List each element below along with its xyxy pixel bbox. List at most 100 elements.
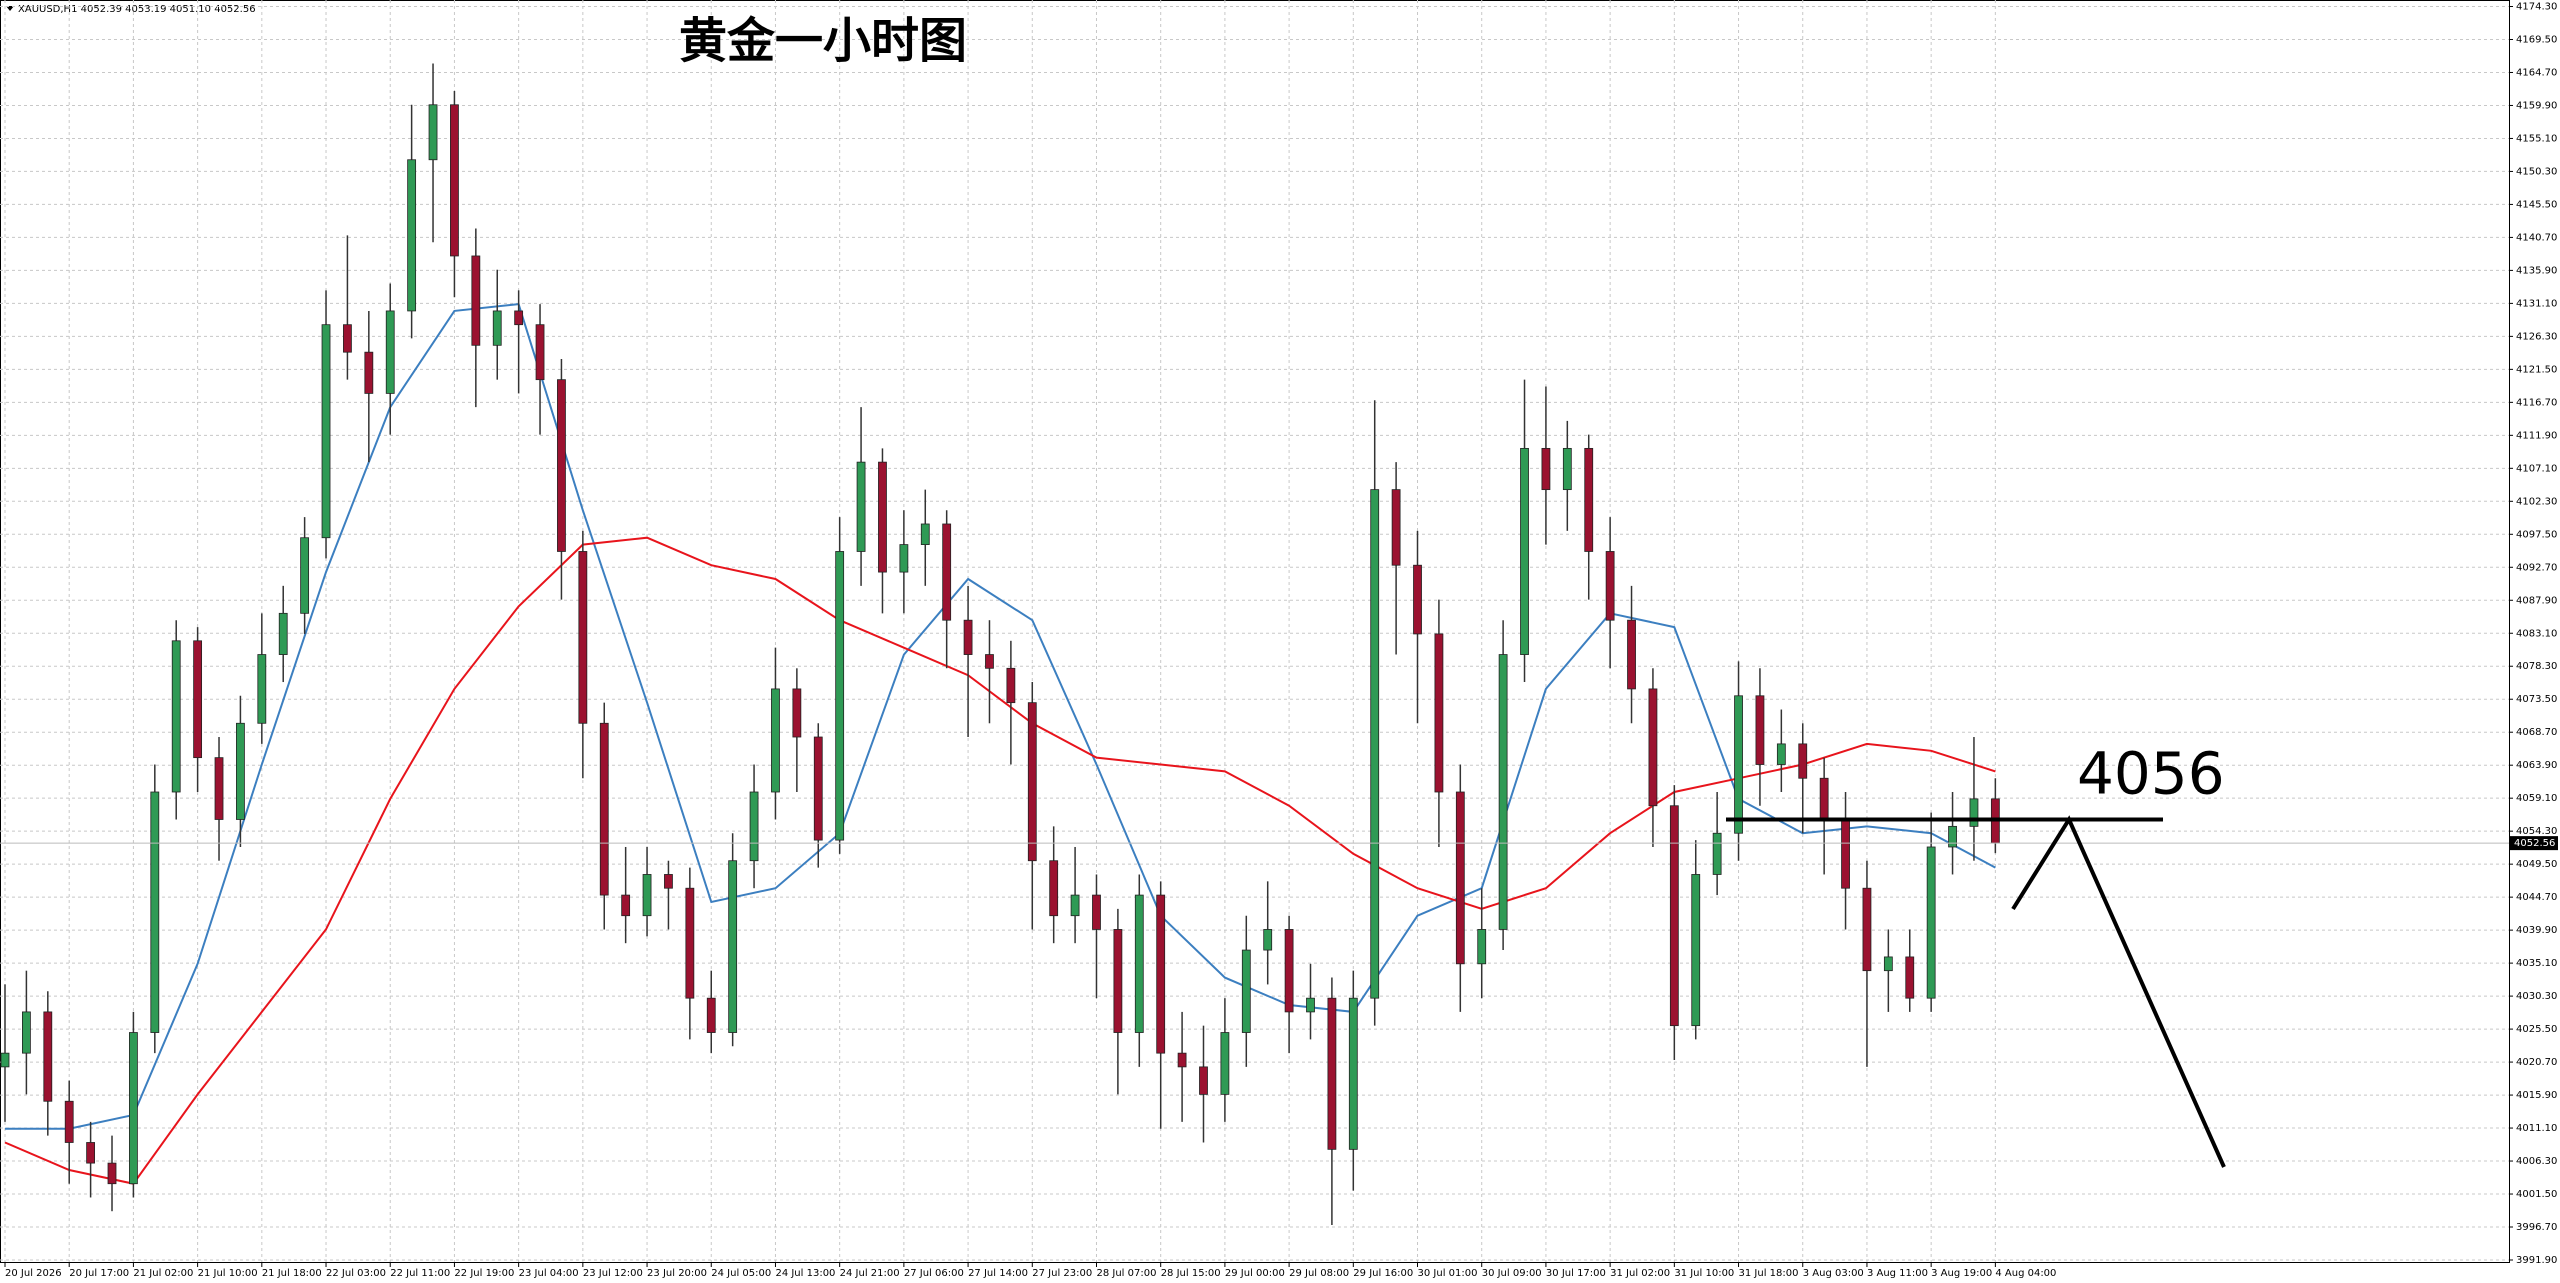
y-tick-label: 4030.30 [2516,991,2557,1002]
candle-body [1092,894,1101,930]
candle-body [278,612,288,655]
candle-body [321,324,331,539]
candle-body [1391,489,1401,566]
y-tick-label: 4078.30 [2516,661,2557,672]
candle-body [1455,791,1465,965]
x-tick-label: 28 Jul 07:00 [1096,1268,1156,1279]
candle-body [1883,956,1893,972]
candle-body [343,324,352,353]
y-tick-label: 4155.10 [2516,133,2557,144]
x-tick-label: 23 Jul 04:00 [519,1268,579,1279]
y-tick-label: 4135.90 [2516,265,2557,276]
y-tick-label: 4097.50 [2516,529,2557,540]
candle-body [1177,1052,1187,1068]
candle-body [407,159,417,312]
candle-body [492,310,502,346]
candle-body [706,997,716,1033]
symbol-info: XAUUSD,H1 4052.39 4053.19 4051.10 4052.5… [18,4,256,15]
candle-body [514,310,524,326]
candle-body [749,791,759,862]
candle-body [1477,929,1487,965]
candle-body [257,654,267,724]
candle-body [428,104,438,161]
y-tick-label: 4087.90 [2516,595,2557,606]
candle-body [1755,695,1765,765]
y-tick-label: 4174.30 [2516,2,2557,13]
x-tick-label: 27 Jul 06:00 [904,1268,964,1279]
candle-body [1691,874,1701,1027]
price-marker [2510,836,2558,851]
x-tick-label: 3 Aug 03:00 [1803,1268,1864,1279]
candle-body [1113,929,1123,1033]
y-tick-label: 3996.70 [2516,1222,2557,1233]
candle-body [985,654,994,669]
candle-body [171,640,181,793]
candle-body [1948,825,1957,848]
drawn-arrow [2011,815,2226,1168]
candle-body [1926,846,1936,999]
candle-body [1648,688,1658,807]
candle-body [1306,997,1315,1013]
candle-body [1327,997,1337,1150]
candle-body [1969,798,1979,827]
y-tick-label: 4001.50 [2516,1189,2557,1200]
candle-body [1134,894,1144,1033]
candle-body [599,722,609,896]
candle-body [385,310,395,394]
candle-body [1862,887,1872,972]
candle-body [1712,832,1722,875]
candle-body [1070,894,1080,917]
candle-body [1776,743,1786,765]
x-tick-label: 24 Jul 13:00 [775,1268,835,1279]
y-tick-label: 4116.70 [2516,397,2557,408]
x-tick-label: 27 Jul 23:00 [1032,1268,1092,1279]
x-tick-label: 24 Jul 21:00 [840,1268,900,1279]
candle-body [1520,447,1529,655]
x-tick-label: 31 Jul 18:00 [1739,1268,1799,1279]
x-tick-label: 23 Jul 20:00 [647,1268,707,1279]
y-tick-label: 4011.10 [2516,1123,2557,1134]
plot-frame [0,0,2510,1263]
x-tick-label: 3 Aug 11:00 [1867,1268,1928,1279]
y-tick-label: 4020.70 [2516,1057,2557,1068]
menu-triangle [6,6,14,11]
candle-body [1370,489,1380,999]
candle-body [621,894,631,917]
y-tick-label: 4059.10 [2516,793,2557,804]
candle-body [856,461,866,552]
y-tick-label: 4107.10 [2516,463,2557,474]
y-tick-label: 4102.30 [2516,496,2557,507]
level-label: 4056 [2077,740,2225,808]
candle-body [1220,1032,1230,1095]
x-tick-label: 30 Jul 09:00 [1482,1268,1542,1279]
candle-body [535,324,545,381]
candle-body [792,688,802,738]
y-tick-label: 4063.90 [2516,760,2557,771]
x-tick-label: 29 Jul 08:00 [1289,1268,1349,1279]
candle-body [728,860,738,1033]
x-tick-label: 29 Jul 16:00 [1353,1268,1413,1279]
x-tick-label: 21 Jul 10:00 [198,1268,258,1279]
candle-body [1348,997,1358,1150]
y-tick-label: 4131.10 [2516,298,2557,309]
x-tick-label: 31 Jul 02:00 [1610,1268,1670,1279]
candle-body [642,874,652,917]
y-tick-label: 4025.50 [2516,1024,2557,1035]
y-tick-label: 4049.50 [2516,859,2557,870]
x-tick-label: 27 Jul 14:00 [968,1268,1028,1279]
candle-body [1049,860,1059,917]
candle-body [835,551,845,841]
candle-body [685,887,695,999]
candle-body [1605,551,1615,621]
chart-title: 黄金一小时图 [679,13,967,69]
candle-body [578,551,588,724]
y-tick-label: 4150.30 [2516,166,2557,177]
candle-body [963,619,973,655]
y-tick-label: 4044.70 [2516,892,2557,903]
candle-body [1156,894,1166,1054]
candle-body [150,791,160,1033]
candle-body [1498,654,1508,930]
candle-body [1841,819,1850,889]
